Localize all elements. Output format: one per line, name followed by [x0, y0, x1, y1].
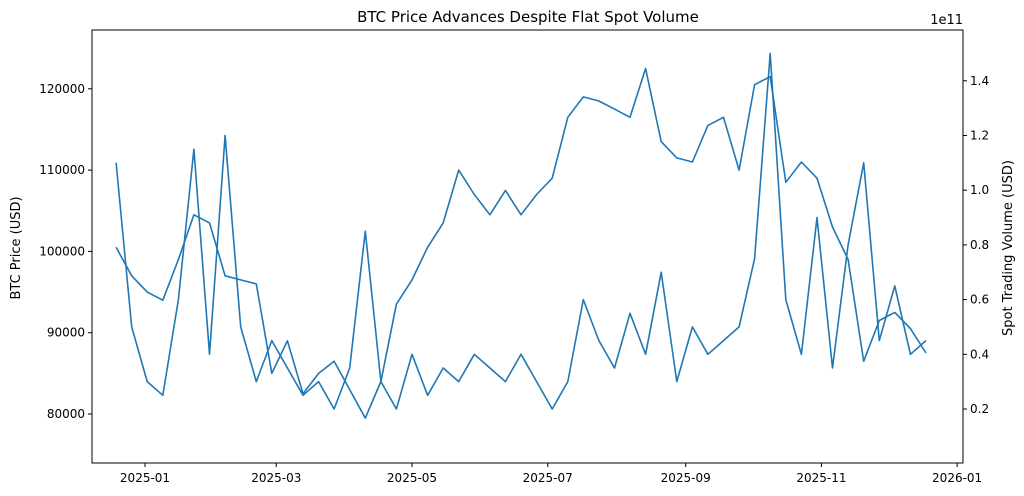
- y-tick-label: 100000: [39, 244, 85, 258]
- price-line: [115, 67, 927, 419]
- x-tick-label: 2025-05: [387, 471, 437, 485]
- x-tick-label: 2026-01: [932, 471, 982, 485]
- y2-tick-label: 1.4: [970, 74, 989, 88]
- y2-axis-label: Spot Trading Volume (USD): [1001, 160, 1016, 336]
- y-tick-label: 80000: [47, 407, 85, 421]
- y-tick-label: 110000: [39, 163, 85, 177]
- x-tick-label: 2025-07: [523, 471, 573, 485]
- x-tick-label: 2025-11: [796, 471, 846, 485]
- x-tick-label: 2025-03: [251, 471, 301, 485]
- y2-tick-label: 0.8: [970, 238, 989, 252]
- y2-tick-label: 0.6: [970, 293, 989, 307]
- x-tick-label: 2025-09: [661, 471, 711, 485]
- y2-tick-label: 1.2: [970, 129, 989, 143]
- y-tick-label: 120000: [39, 82, 85, 96]
- y2-tick-label: 0.4: [970, 347, 989, 361]
- volume-line: [115, 52, 927, 410]
- chart-title: BTC Price Advances Despite Flat Spot Vol…: [357, 8, 699, 26]
- y-axis-label: BTC Price (USD): [9, 196, 24, 299]
- y2-tick-label: 0.2: [970, 402, 989, 416]
- y2-tick-label: 1.0: [970, 183, 989, 197]
- plot-frame: [91, 29, 964, 464]
- right-axis-offset-text: 1e11: [930, 13, 963, 28]
- x-tick-label: 2025-01: [120, 471, 170, 485]
- y-tick-label: 90000: [47, 326, 85, 340]
